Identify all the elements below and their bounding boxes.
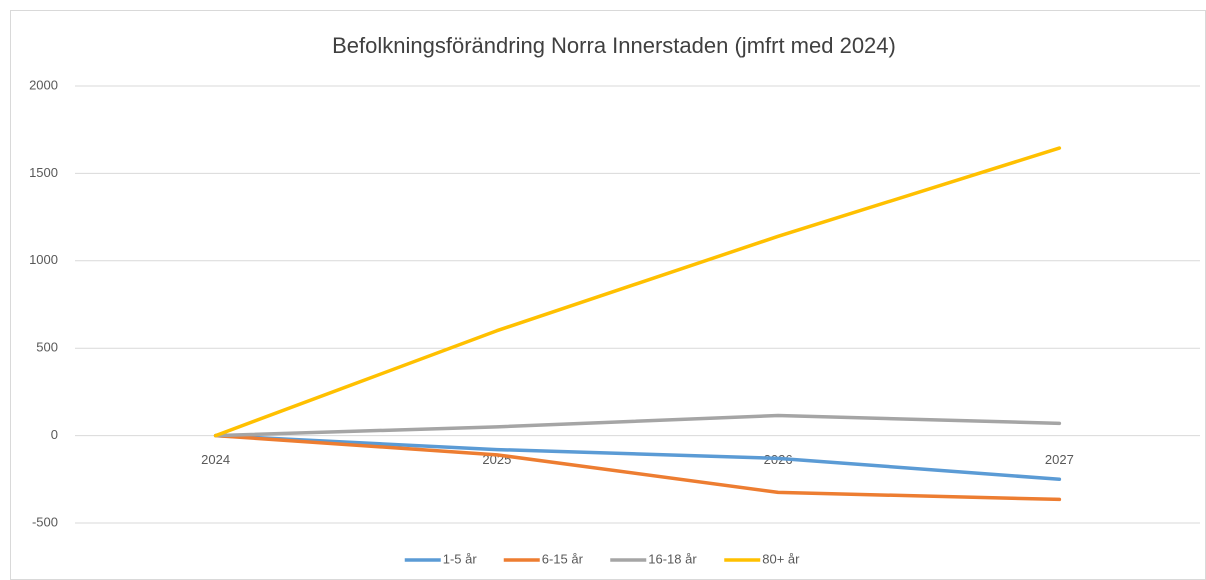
y-tick-label: 0 bbox=[51, 427, 58, 442]
x-tick-label: 2027 bbox=[1045, 452, 1074, 467]
y-tick-label: -500 bbox=[32, 514, 58, 529]
y-tick-label: 1000 bbox=[29, 252, 58, 267]
y-tick-label: 2000 bbox=[29, 77, 58, 92]
line-series bbox=[213, 433, 1062, 502]
line-series bbox=[213, 146, 1062, 438]
x-tick-label: 2024 bbox=[201, 452, 230, 467]
chart-title: Befolkningsförändring Norra Innerstaden … bbox=[332, 33, 896, 58]
legend-label: 6-15 år bbox=[542, 551, 584, 566]
legend-label: 16-18 år bbox=[648, 551, 697, 566]
line-series bbox=[213, 413, 1062, 438]
y-tick-label: 500 bbox=[36, 340, 58, 355]
y-tick-label: 1500 bbox=[29, 165, 58, 180]
legend-label: 1-5 år bbox=[443, 551, 478, 566]
legend-label: 80+ år bbox=[762, 551, 800, 566]
line-series bbox=[213, 433, 1062, 482]
